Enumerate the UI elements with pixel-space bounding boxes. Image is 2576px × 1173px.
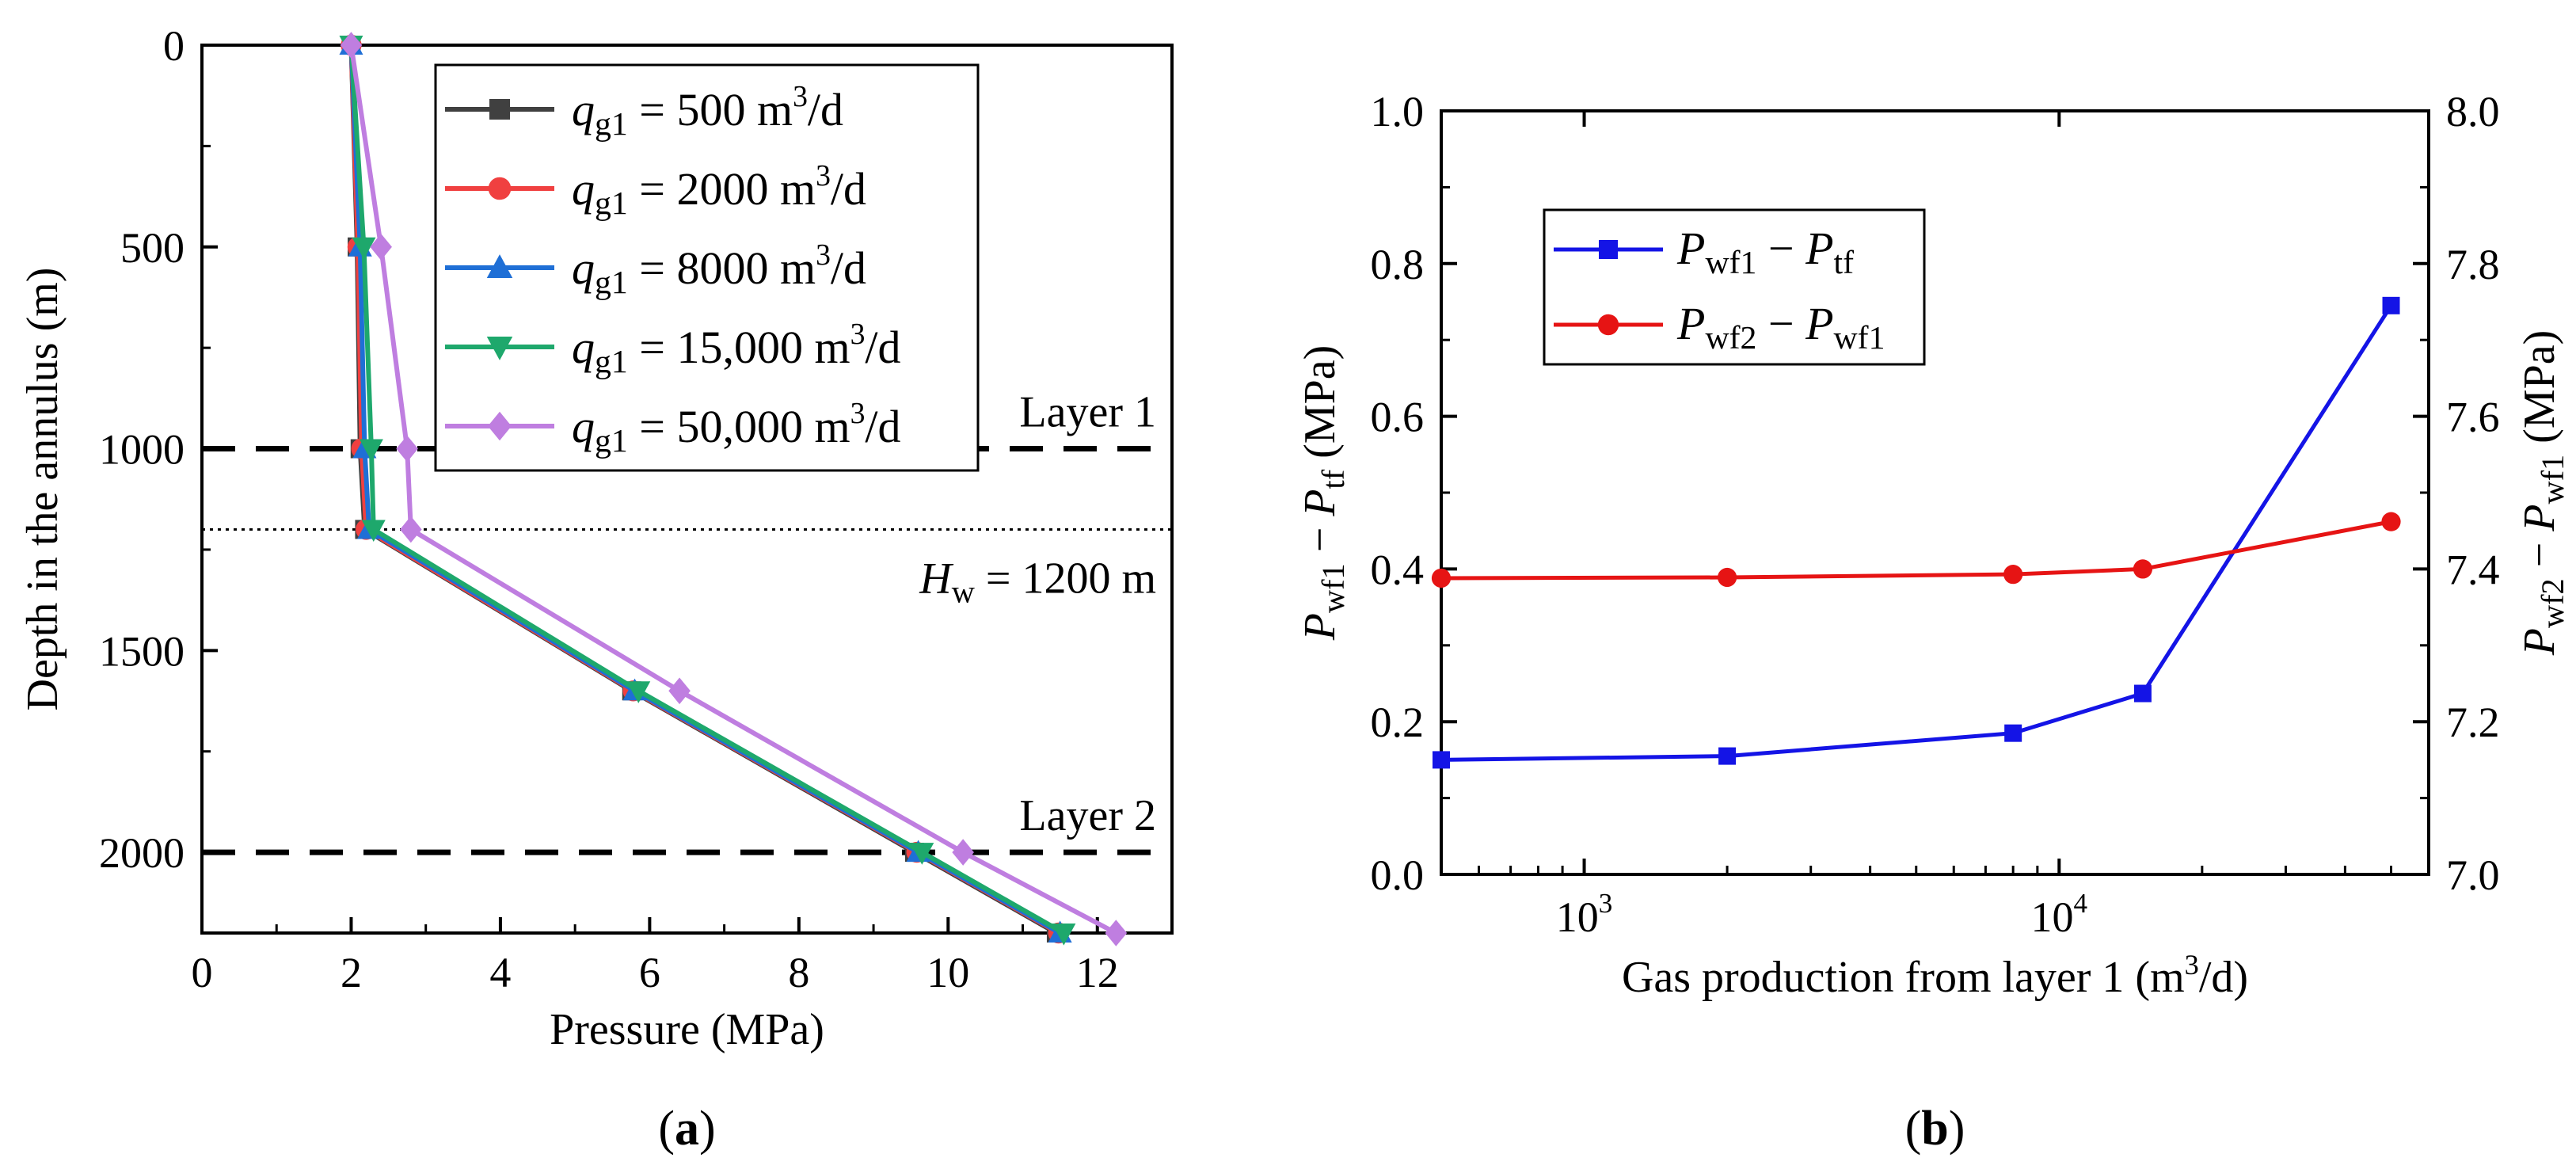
y-tick-label-a: 0: [163, 22, 185, 70]
data-point-qg1-3: [361, 520, 386, 543]
legend-swatch-marker: [488, 411, 512, 441]
y-left-tick-label: 1.0: [1371, 88, 1425, 135]
data-point-qg1-4: [396, 435, 418, 463]
y-tick-label-a: 1500: [99, 627, 185, 675]
panel-label-a: (a): [658, 1102, 715, 1156]
y-right-tick-label: 7.4: [2446, 546, 2500, 593]
y-left-tick-label: 0.4: [1371, 546, 1425, 593]
data-point-qg1-3: [352, 237, 376, 260]
data-point-qg1-4: [370, 233, 392, 261]
y-left-tick-label: 0.2: [1371, 699, 1425, 746]
legend-swatch-marker: [489, 99, 510, 120]
y-left-axis-label: Pwf1 − Ptf (MPa): [1296, 345, 1351, 641]
plot-frame-a: [200, 44, 1174, 935]
legend-entry: qg1 = 2000 m3/d: [572, 159, 866, 222]
x-axis-label-b: Gas production from layer 1 (m3/d): [1622, 949, 2248, 1002]
data-point-qg1-4: [340, 32, 363, 59]
x-tick-label-a: 12: [1076, 949, 1119, 996]
x-tick-label-a: 6: [639, 949, 660, 996]
x-tick-label-a: 4: [489, 949, 511, 996]
x-tick-label-a: 0: [192, 949, 213, 996]
data-point-qg1-4: [668, 677, 691, 705]
data-point-qg1-3: [910, 843, 934, 865]
y-right-tick-label: 7.0: [2446, 851, 2500, 899]
data-point-b-0: [2004, 724, 2022, 742]
data-point-qg1-3: [1052, 924, 1076, 946]
x-tick-label-b: 103: [1556, 888, 1613, 941]
water-depth-label: Hw = 1200 m: [919, 554, 1156, 609]
layer-label: Layer 1: [1019, 388, 1156, 437]
y-tick-label-a: 500: [120, 224, 185, 272]
y-left-tick-label: 0.8: [1371, 241, 1425, 288]
x-tick-label-b: 104: [2031, 888, 2088, 941]
data-point-b-1: [2003, 565, 2023, 585]
x-tick-label-a: 10: [927, 949, 969, 996]
series-line-b-0: [1440, 304, 2393, 762]
legend-entry: qg1 = 8000 m3/d: [572, 238, 866, 301]
data-point-b-1: [2381, 512, 2401, 531]
y-tick-label-a: 1000: [99, 426, 185, 474]
y-tick-label-a: 2000: [99, 829, 185, 877]
legend-entry: qg1 = 50,000 m3/d: [572, 397, 901, 459]
data-point-qg1-3: [626, 681, 651, 703]
data-point-b-0: [2133, 684, 2152, 703]
legend-entry: qg1 = 500 m3/d: [572, 80, 843, 143]
legend-entry: Pwf2 − Pwf1: [1676, 298, 1885, 356]
y-right-tick-label: 8.0: [2446, 88, 2500, 135]
legend-entry: Pwf1 − Ptf: [1676, 223, 1854, 281]
data-point-qg1-3: [359, 439, 383, 462]
x-axis-label-a: Pressure (MPa): [550, 1005, 824, 1054]
y-right-tick-label: 7.6: [2446, 394, 2500, 441]
panel-a: 0 2 4 6 8 10 12 0 500 1000 1500 2000 Pressure (MPa) D…: [18, 22, 1174, 1156]
data-point-qg1-4: [952, 839, 974, 866]
y-axis-label-a: Depth in the annulus (m): [18, 268, 67, 711]
legend-entry: qg1 = 15,000 m3/d: [572, 318, 901, 380]
layer-label: Layer 2: [1019, 791, 1156, 840]
legend-swatch-marker: [488, 177, 512, 200]
data-point-qg1-4: [1105, 920, 1128, 946]
data-point-qg1-4: [400, 516, 422, 543]
y-left-tick-label: 0.0: [1371, 851, 1425, 899]
data-point-b-0: [1718, 747, 1737, 765]
data-point-b-0: [1433, 751, 1450, 769]
legend-swatch-marker: [486, 254, 513, 278]
data-point-b-1: [1431, 568, 1452, 588]
y-right-tick-label: 7.2: [2446, 699, 2500, 746]
panel-b: 103 104 0.0 0.2 0.4 0.6 0.8 1.0 7.0 7.2 7.4 7.6 7.8 8…: [1296, 88, 2570, 1156]
y-right-tick-label: 7.8: [2446, 241, 2500, 288]
y-left-tick-label: 0.6: [1371, 394, 1425, 441]
data-point-b-1: [1717, 567, 1737, 588]
panel-label-b: (b): [1905, 1102, 1965, 1156]
legend-swatch-marker: [1597, 314, 1619, 336]
y-right-axis-label: Pwf2 − Pwf1 (MPa): [2515, 330, 2570, 657]
legend-b: [1543, 208, 1926, 366]
data-point-b-1: [2133, 559, 2153, 579]
x-tick-label-a: 2: [341, 949, 362, 996]
x-tick-label-a: 8: [788, 949, 809, 996]
data-point-b-0: [2382, 296, 2400, 314]
legend-swatch-marker: [486, 337, 513, 360]
legend-swatch-marker: [1599, 240, 1618, 259]
